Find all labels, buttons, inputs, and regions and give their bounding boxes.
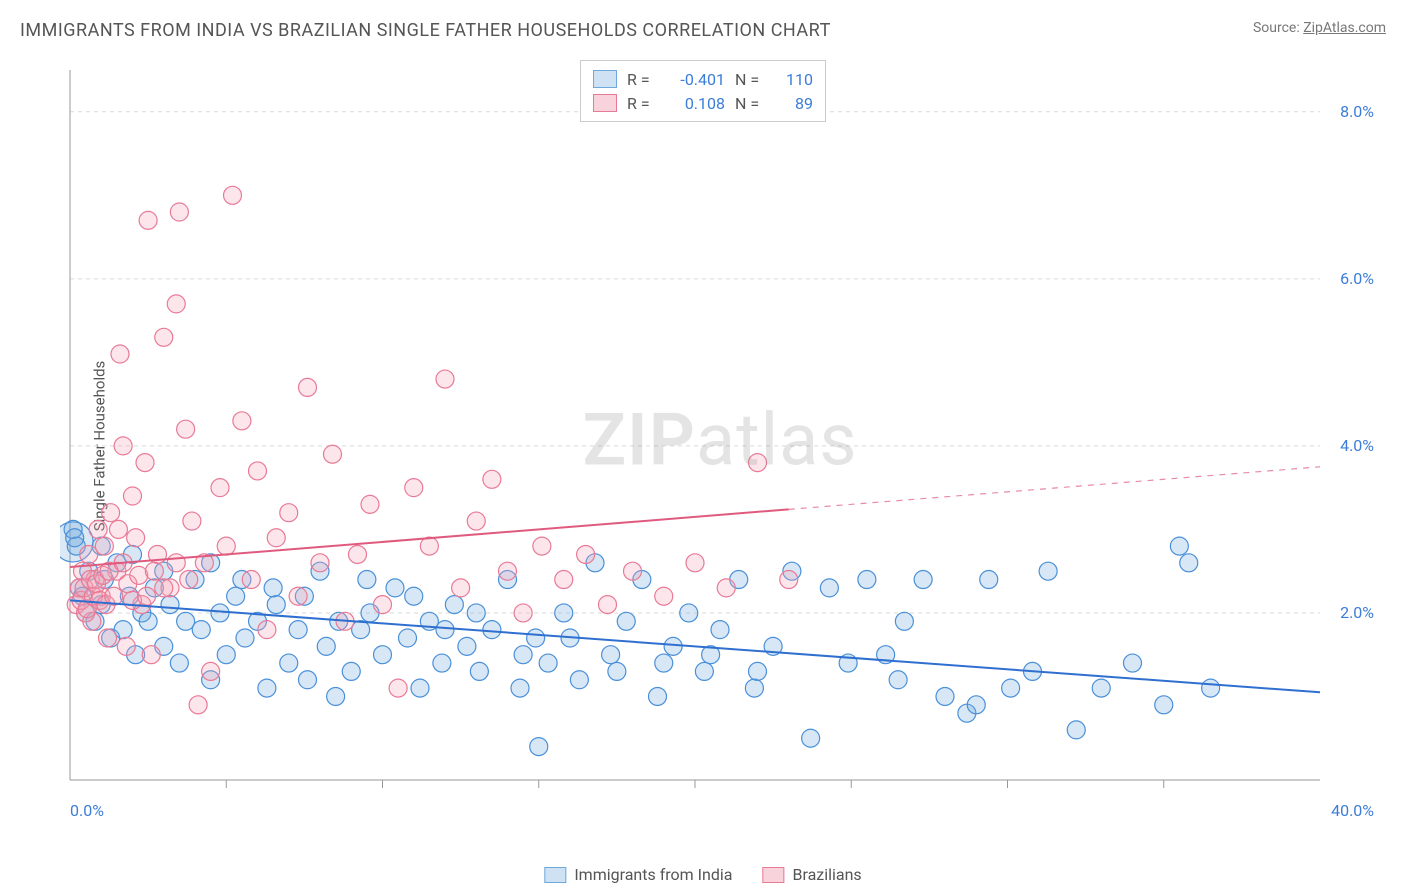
source-attribution: Source: ZipAtlas.com xyxy=(1253,20,1386,36)
n-value-brazil: 89 xyxy=(773,94,813,113)
chart-plot-area: 2.0%4.0%6.0%8.0%0.0%40.0% ZIPatlas xyxy=(60,60,1380,820)
scatter-chart-svg: 2.0% 4.0% 6.0% 8.0% 0.0% 40.0% xyxy=(60,60,1380,820)
r-label: R = xyxy=(627,94,655,113)
n-label: N = xyxy=(735,94,763,113)
n-value-india: 110 xyxy=(773,70,813,89)
svg-text:8.0%: 8.0% xyxy=(1340,102,1374,121)
svg-text:6.0%: 6.0% xyxy=(1340,269,1374,288)
legend-swatch-brazil xyxy=(593,94,617,112)
svg-text:40.0%: 40.0% xyxy=(1331,801,1374,820)
source-link[interactable]: ZipAtlas.com xyxy=(1303,20,1386,36)
legend-item-india: Immigrants from India xyxy=(544,865,732,884)
svg-text:0.0%: 0.0% xyxy=(70,801,104,820)
r-value-india: -0.401 xyxy=(665,70,725,89)
svg-text:2.0%: 2.0% xyxy=(1340,603,1374,622)
r-value-brazil: 0.108 xyxy=(665,94,725,113)
r-label: R = xyxy=(627,70,655,89)
svg-text:4.0%: 4.0% xyxy=(1340,436,1374,455)
legend-label-brazil: Brazilians xyxy=(792,865,861,884)
series-legend: Immigrants from India Brazilians xyxy=(544,865,861,884)
legend-swatch-india xyxy=(593,70,617,88)
chart-title: IMMIGRANTS FROM INDIA VS BRAZILIAN SINGL… xyxy=(20,20,831,41)
legend-row-india: R = -0.401 N = 110 xyxy=(593,67,813,91)
legend-swatch-brazil-icon xyxy=(762,867,784,883)
legend-swatch-india-icon xyxy=(544,867,566,883)
correlation-legend: R = -0.401 N = 110 R = 0.108 N = 89 xyxy=(580,60,826,122)
source-label: Source: xyxy=(1253,20,1300,36)
legend-label-india: Immigrants from India xyxy=(574,865,732,884)
legend-row-brazil: R = 0.108 N = 89 xyxy=(593,91,813,115)
legend-item-brazil: Brazilians xyxy=(762,865,861,884)
n-label: N = xyxy=(735,70,763,89)
